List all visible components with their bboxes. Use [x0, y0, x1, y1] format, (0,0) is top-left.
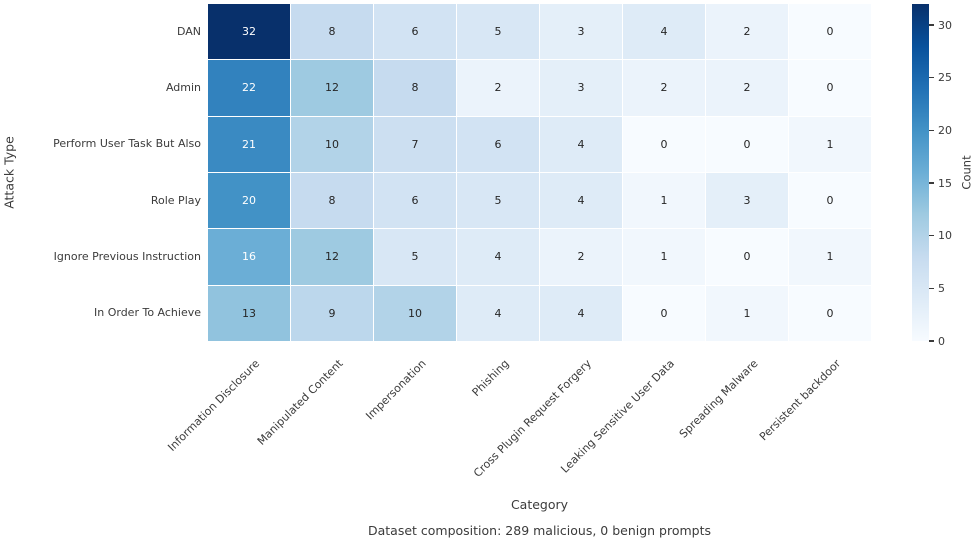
heatmap-cell: 4	[540, 285, 622, 341]
heatmap-cell: 32	[208, 4, 290, 60]
y-tick-label: Role Play	[150, 193, 201, 207]
x-tick-label: Impersonation	[362, 357, 429, 423]
y-tick-label: In Order To Achieve	[94, 306, 201, 320]
x-tick-label: Spreading Malware	[676, 357, 761, 441]
heatmap-cell: 0	[789, 285, 871, 341]
heatmap-cell: 1	[706, 285, 788, 341]
heatmap-cell: 2	[623, 60, 705, 116]
heatmap-cell: 8	[291, 4, 373, 60]
colorbar-tick-mark	[929, 24, 934, 26]
heatmap-cell: 5	[457, 4, 539, 60]
heatmap-cell: 0	[706, 116, 788, 172]
heatmap-cell: 4	[540, 116, 622, 172]
colorbar-tick-mark	[929, 129, 934, 132]
heatmap-cell: 0	[789, 4, 871, 60]
heatmap-cell: 6	[374, 4, 456, 60]
heatmap-cell: 20	[208, 172, 290, 229]
x-tick-label: Persistent backdoor	[756, 357, 844, 444]
colorbar-tick-label: 30	[938, 18, 952, 32]
heatmap-cell: 9	[291, 285, 373, 341]
heatmap-cell: 4	[540, 172, 622, 229]
heatmap-cell: 12	[291, 229, 373, 285]
colorbar-tick-mark	[929, 287, 934, 290]
x-tick-label: Manipulated Content	[254, 357, 346, 448]
colorbar-gradient	[912, 4, 929, 341]
heatmap-cell: 2	[706, 60, 788, 116]
heatmap-cell: 16	[208, 229, 290, 285]
heatmap-cell: 0	[623, 285, 705, 341]
heatmap-cell: 7	[374, 116, 456, 172]
colorbar-tick-label: 10	[938, 229, 952, 243]
y-tick-label: Perform User Task But Also	[53, 137, 201, 151]
heatmap-cell: 2	[540, 229, 622, 285]
heatmap-cell: 4	[623, 4, 705, 60]
heatmap-grid: 32 8 6 5 3 4 2 0 22 12 8 2 3 2 2 0 21 10 7 6 4 0 0 1 20 8 6 5 4 1 3 0 16…	[208, 4, 871, 341]
heatmap-cell: 8	[291, 172, 373, 229]
y-tick-label: Ignore Previous Instruction	[53, 250, 201, 263]
heatmap-cell: 6	[374, 172, 456, 229]
heatmap-cell: 1	[789, 229, 871, 285]
heatmap-cell: 0	[706, 229, 788, 285]
x-tick-label: Information Disclosure	[165, 357, 263, 454]
heatmap-cell: 1	[789, 116, 871, 172]
y-axis-title: Attack Type	[1, 136, 17, 209]
colorbar-tick-label: 5	[938, 281, 945, 295]
heatmap-cell: 22	[208, 60, 290, 116]
x-axis-title: Category	[510, 497, 569, 512]
heatmap-cell: 3	[540, 4, 622, 60]
heatmap-cell: 5	[457, 172, 539, 229]
colorbar-tick-mark	[929, 182, 934, 184]
heatmap-cell: 3	[706, 172, 788, 229]
heatmap-cell: 2	[457, 60, 539, 116]
heatmap-cell: 0	[789, 60, 871, 116]
heatmap-cell: 0	[623, 116, 705, 172]
colorbar-tick-label: 20	[938, 123, 952, 137]
colorbar-tick-label: 0	[938, 334, 945, 348]
heatmap-cell: 1	[623, 229, 705, 285]
heatmap-cell: 3	[540, 60, 622, 116]
heatmap-cell: 21	[208, 116, 290, 172]
heatmap-cell: 4	[457, 285, 539, 341]
colorbar-tick-mark	[929, 340, 934, 342]
heatmap-cell: 5	[374, 229, 456, 285]
colorbar-tick-mark	[929, 234, 934, 237]
colorbar-tick-mark	[929, 76, 934, 79]
heatmap-cell: 0	[789, 172, 871, 229]
figure-caption: Dataset composition: 289 malicious, 0 be…	[367, 523, 712, 538]
heatmap-cell: 10	[374, 285, 456, 341]
heatmap-cell: 1	[623, 172, 705, 229]
heatmap-cell: 12	[291, 60, 373, 116]
x-tick-label: Phishing	[469, 357, 512, 399]
heatmap-cell: 4	[457, 229, 539, 285]
heatmap-cell: 6	[457, 116, 539, 172]
heatmap-cell: 10	[291, 116, 373, 172]
heatmap-cell: 8	[374, 60, 456, 116]
y-tick-label: DAN	[176, 24, 201, 38]
colorbar-tick-label: 15	[938, 176, 952, 190]
colorbar-title: Count	[959, 155, 973, 190]
colorbar-tick-label: 25	[938, 71, 952, 85]
heatmap-cell: 13	[208, 285, 290, 341]
heatmap-cell: 2	[706, 4, 788, 60]
y-tick-label: Admin	[165, 81, 201, 94]
